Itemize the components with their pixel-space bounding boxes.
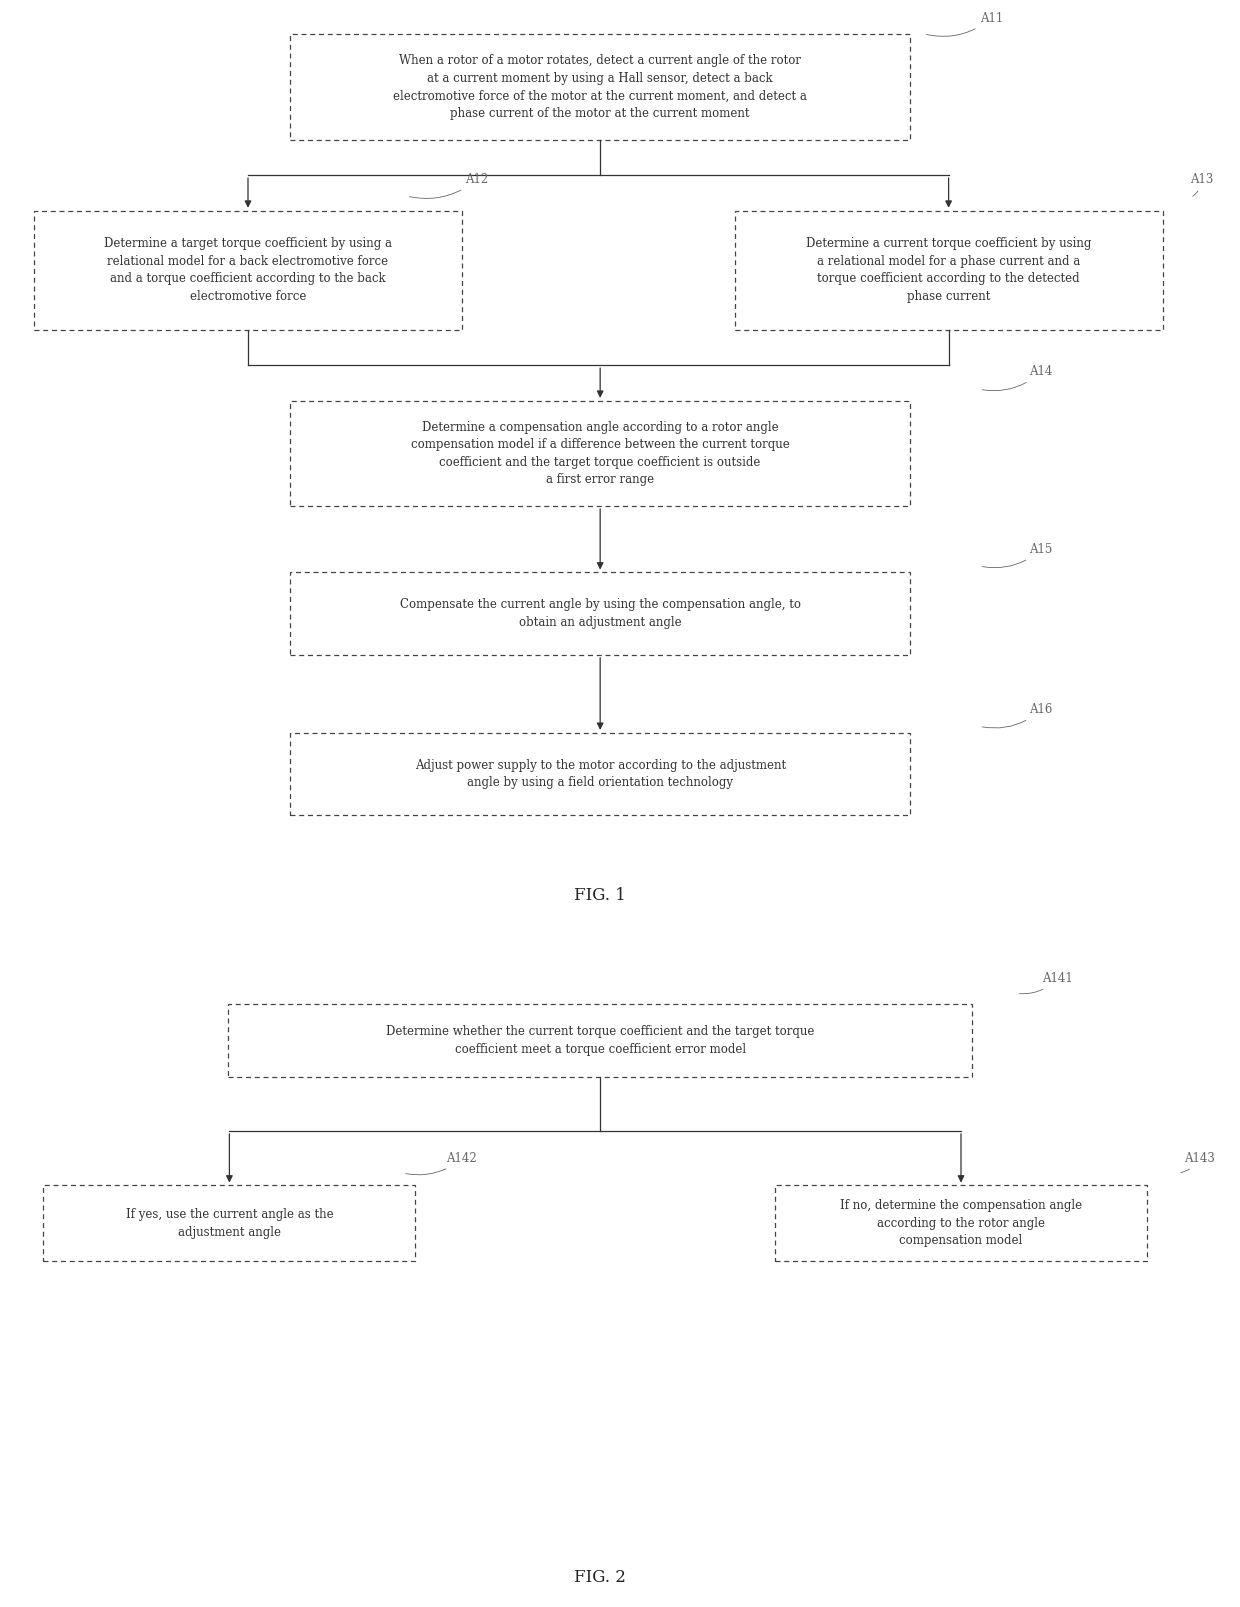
Text: If yes, use the current angle as the
adjustment angle: If yes, use the current angle as the adj… <box>125 1208 334 1239</box>
Text: A13: A13 <box>1190 174 1214 196</box>
Text: A16: A16 <box>982 704 1053 728</box>
FancyBboxPatch shape <box>290 733 910 815</box>
Text: A12: A12 <box>409 174 489 198</box>
Text: Determine whether the current torque coefficient and the target torque
coefficie: Determine whether the current torque coe… <box>386 1025 815 1056</box>
Text: A142: A142 <box>405 1152 477 1175</box>
Text: Determine a compensation angle according to a rotor angle
compensation model if : Determine a compensation angle according… <box>410 421 790 487</box>
Text: If no, determine the compensation angle
according to the rotor angle
compensatio: If no, determine the compensation angle … <box>839 1199 1083 1247</box>
FancyBboxPatch shape <box>775 1186 1147 1261</box>
FancyBboxPatch shape <box>228 1004 972 1077</box>
Text: A15: A15 <box>982 543 1053 567</box>
Text: Compensate the current angle by using the compensation angle, to
obtain an adjus: Compensate the current angle by using th… <box>399 598 801 628</box>
Text: A11: A11 <box>926 11 1003 37</box>
FancyBboxPatch shape <box>35 211 461 329</box>
Text: A14: A14 <box>982 365 1053 391</box>
FancyBboxPatch shape <box>290 34 910 140</box>
Text: Determine a current torque coefficient by using
a relational model for a phase c: Determine a current torque coefficient b… <box>806 238 1091 304</box>
Text: FIG. 2: FIG. 2 <box>574 1570 626 1586</box>
FancyBboxPatch shape <box>43 1186 415 1261</box>
FancyBboxPatch shape <box>734 211 1163 329</box>
Text: A143: A143 <box>1180 1152 1215 1173</box>
Text: Determine a target torque coefficient by using a
relational model for a back ele: Determine a target torque coefficient by… <box>104 238 392 304</box>
Text: Adjust power supply to the motor according to the adjustment
angle by using a fi: Adjust power supply to the motor accordi… <box>414 759 786 789</box>
Text: When a rotor of a motor rotates, detect a current angle of the rotor
at a curren: When a rotor of a motor rotates, detect … <box>393 55 807 121</box>
Text: A141: A141 <box>1019 972 1073 993</box>
FancyBboxPatch shape <box>290 572 910 656</box>
Text: FIG. 1: FIG. 1 <box>574 887 626 905</box>
FancyBboxPatch shape <box>290 400 910 506</box>
